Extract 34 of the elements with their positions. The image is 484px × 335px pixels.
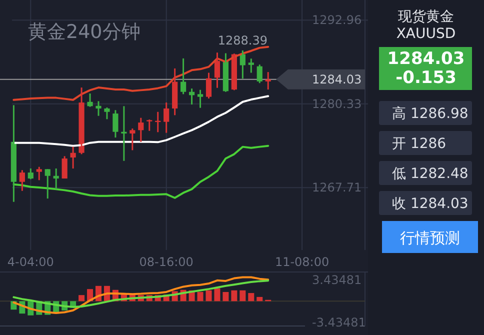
bar — [197, 292, 204, 302]
y-tick-label: 1280.33 — [312, 96, 362, 111]
bar — [240, 290, 246, 302]
text: XAUUSD — [396, 26, 456, 42]
bar — [78, 295, 85, 302]
text: 开 1286 — [392, 136, 446, 152]
annotation: 1288.39 — [218, 33, 268, 48]
line-series — [12, 46, 270, 101]
text: 黄金240分钟 — [28, 21, 140, 43]
bar — [222, 292, 229, 302]
y-tick-label: 1292.96 — [312, 13, 362, 28]
y-tick-label: 3.43481 — [312, 272, 362, 287]
text: 高 1286.98 — [392, 106, 468, 122]
bar — [248, 293, 254, 302]
text: -0.153 — [396, 68, 456, 88]
line-series — [12, 276, 270, 314]
text: 1284.03 — [387, 49, 465, 69]
line-series — [12, 144, 270, 199]
text: 低 1282.48 — [392, 166, 468, 182]
ref-line-label: 1284.03 — [312, 72, 362, 86]
bar — [231, 290, 238, 302]
bar — [256, 296, 263, 302]
text: 收 1284.03 — [392, 196, 468, 212]
line-series — [12, 95, 270, 147]
text: 行情预测 — [400, 229, 460, 247]
y-tick-label: 1267.71 — [312, 180, 362, 195]
bar — [214, 288, 220, 302]
x-tick-label: 08-16:00 — [139, 255, 194, 269]
x-tick-label: 11-08:00 — [274, 255, 330, 269]
bar — [206, 290, 212, 302]
text: 现货黄金 — [398, 9, 454, 25]
line-series — [12, 280, 270, 308]
y-tick-label: -3.43481 — [312, 315, 366, 330]
x-tick-label: 4-04:00 — [7, 255, 54, 269]
